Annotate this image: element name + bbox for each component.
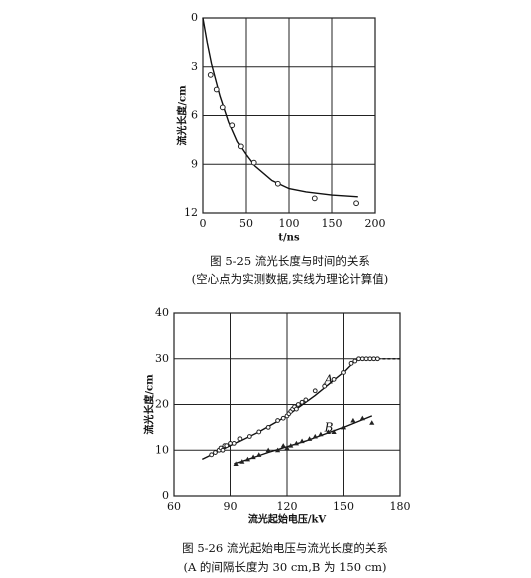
data-point [325, 429, 332, 434]
data-point [246, 434, 252, 439]
x-tick-label: 50 [239, 217, 253, 230]
fit-line [202, 17, 358, 198]
x-tick-label: 200 [365, 217, 386, 230]
data-point [209, 452, 215, 458]
data-point [280, 415, 286, 421]
x-tick-label: 100 [279, 217, 300, 230]
caption: 图 5-25 流光长度与时间的关系 [210, 254, 370, 268]
data-point [207, 71, 214, 78]
series-label: B [324, 421, 334, 435]
data-point [371, 356, 377, 362]
caption: 图 5-26 流光起始电压与流光长度的关系 [182, 541, 388, 555]
data-point [331, 429, 337, 434]
x-tick-label: 150 [322, 217, 343, 230]
data-point [353, 200, 359, 207]
data-point [274, 180, 281, 187]
y-axis-label: 流光长度/cm [176, 85, 189, 146]
data-point [213, 86, 220, 93]
data-point [250, 159, 257, 166]
data-point [237, 436, 243, 442]
data-point [312, 388, 318, 394]
data-point [231, 440, 237, 446]
data-point [220, 447, 226, 453]
data-point [363, 356, 369, 362]
data-point [341, 370, 346, 375]
data-point [340, 424, 347, 430]
x-tick-label: 150 [333, 500, 354, 513]
data-point [265, 424, 271, 430]
data-point [288, 443, 294, 448]
data-point [307, 436, 313, 441]
y-tick-label: 30 [155, 352, 169, 365]
y-tick-label: 9 [191, 157, 198, 170]
data-point [219, 104, 226, 111]
data-point [250, 454, 256, 460]
data-point [265, 447, 271, 453]
caption-note: (空心点为实测数据,实线为理论计算值) [192, 272, 389, 286]
fit-line [234, 415, 373, 465]
data-point [312, 433, 318, 439]
data-point [280, 443, 286, 448]
data-point [359, 356, 365, 362]
y-tick-label: 6 [191, 109, 198, 122]
data-point [375, 356, 380, 362]
data-point [213, 450, 218, 455]
data-point [350, 417, 356, 423]
data-point [224, 443, 230, 449]
y-tick-label: 20 [155, 398, 169, 411]
x-tick-label: 60 [167, 500, 181, 513]
y-tick-label: 3 [191, 60, 198, 73]
data-point [237, 143, 244, 150]
data-point [322, 383, 328, 389]
data-point [275, 418, 280, 423]
data-point [299, 399, 305, 405]
data-point [293, 440, 300, 446]
data-point [284, 445, 290, 450]
data-point [318, 431, 324, 437]
x-tick-label: 90 [224, 500, 238, 513]
x-tick-label: 0 [200, 217, 207, 230]
data-point [348, 360, 354, 366]
series-label: A [324, 373, 334, 387]
data-point [294, 406, 299, 412]
data-point [356, 356, 361, 362]
data-point [274, 447, 281, 453]
y-tick-label: 0 [191, 11, 198, 24]
data-point [256, 429, 262, 435]
x-tick-label: 180 [390, 500, 411, 513]
x-tick-label: 120 [277, 500, 298, 513]
data-point [233, 461, 239, 466]
data-point [299, 438, 305, 444]
data-point [352, 358, 358, 364]
x-axis-label: 流光起始电压/kV [248, 513, 327, 526]
data-point [244, 456, 251, 462]
data-point [295, 402, 301, 407]
x-axis-label: t/ns [278, 233, 300, 244]
data-point [331, 376, 337, 382]
y-tick-label: 10 [155, 443, 169, 456]
y-tick-label: 0 [162, 489, 169, 502]
y-axis-label: 流光长度/cm [143, 374, 156, 435]
data-point [256, 452, 262, 457]
caption-note: (A 的间隔长度为 30 cm,B 为 150 cm) [183, 560, 386, 574]
data-point [367, 356, 373, 362]
data-point [359, 415, 365, 421]
data-point [228, 440, 233, 446]
data-point [303, 397, 309, 403]
data-point [311, 195, 318, 202]
data-point [239, 459, 245, 464]
y-tick-label: 12 [184, 206, 198, 219]
y-tick-label: 40 [155, 306, 169, 319]
data-point [369, 420, 375, 425]
data-point [229, 122, 236, 129]
